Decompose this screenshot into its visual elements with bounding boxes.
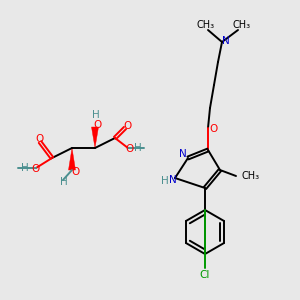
Text: N: N	[169, 175, 177, 185]
Text: Cl: Cl	[200, 270, 210, 280]
Text: CH₃: CH₃	[241, 171, 259, 181]
Text: H: H	[21, 163, 29, 173]
Text: H: H	[134, 143, 142, 153]
Text: N: N	[222, 36, 230, 46]
Text: H: H	[161, 176, 169, 186]
Text: O: O	[35, 134, 43, 144]
Text: O: O	[124, 121, 132, 131]
Polygon shape	[92, 127, 98, 148]
Text: H: H	[92, 110, 100, 120]
Text: O: O	[209, 124, 217, 134]
Text: CH₃: CH₃	[197, 20, 215, 30]
Polygon shape	[68, 148, 76, 170]
Text: O: O	[71, 167, 79, 177]
Text: O: O	[31, 164, 39, 174]
Text: H: H	[60, 177, 68, 187]
Text: O: O	[126, 144, 134, 154]
Text: O: O	[94, 120, 102, 130]
Text: CH₃: CH₃	[233, 20, 251, 30]
Text: N: N	[179, 149, 187, 159]
